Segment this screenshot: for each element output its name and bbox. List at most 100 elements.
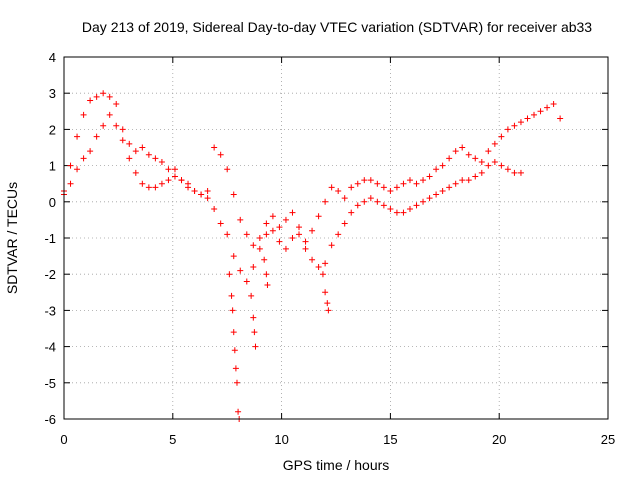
data-point [282,245,289,252]
x-tick-label: 10 [274,432,288,447]
data-point [335,187,342,194]
data-point [252,343,259,350]
y-tick-label: 3 [49,86,56,101]
data-point [80,155,87,162]
data-point [198,191,205,198]
data-point [393,184,400,191]
data-point [80,111,87,118]
data-point [256,245,263,252]
data-point [165,177,172,184]
data-point [433,191,440,198]
data-point [276,224,283,231]
data-point [126,140,133,147]
data-point [433,166,440,173]
data-point [119,137,126,144]
data-point [100,90,107,97]
data-point [374,180,381,187]
data-point [420,177,427,184]
data-point [87,148,94,155]
data-point [171,173,178,180]
data-point [446,184,453,191]
data-point [145,151,152,158]
data-point [302,238,309,245]
data-point [367,177,374,184]
data-point [439,187,446,194]
data-point [459,144,466,151]
data-point [517,119,524,126]
data-point [550,101,557,108]
data-point [250,242,257,249]
data-point [263,231,270,238]
data-point [348,209,355,216]
data-point [374,198,381,205]
data-point [485,162,492,169]
data-point [354,202,361,209]
data-point [132,169,139,176]
data-point [226,271,233,278]
data-point [145,184,152,191]
data-point [406,177,413,184]
y-tick-label: -1 [44,231,56,246]
data-point [251,329,258,336]
data-point [232,365,239,372]
data-point [126,155,133,162]
data-point [231,347,238,354]
data-point [413,180,420,187]
data-point [426,195,433,202]
data-point [204,195,211,202]
data-point [113,101,120,108]
plot-frame [63,56,609,420]
data-point [228,292,235,299]
data-point [465,177,472,184]
data-point [491,140,498,147]
data-point [296,231,303,238]
data-point [426,173,433,180]
data-point [217,151,224,158]
data-point [289,209,296,216]
data-point [341,195,348,202]
data-point [452,180,459,187]
data-point [152,155,159,162]
data-point [478,169,485,176]
y-tick-label: -6 [44,412,56,427]
x-axis-label: GPS time / hours [283,457,390,473]
data-point [504,126,511,133]
data-point [380,202,387,209]
data-point [524,115,531,122]
x-tick-label: 5 [169,432,176,447]
data-point [237,216,244,223]
data-point [335,231,342,238]
data-point [139,180,146,187]
series-spikes [226,256,332,422]
chart-title: Day 213 of 2019, Sidereal Day-to-day VTE… [82,19,592,35]
data-point [289,235,296,241]
data-point [322,260,329,267]
data-point [380,184,387,191]
data-points [61,90,564,422]
data-point [233,379,240,386]
data-point [420,198,427,205]
data-point [269,227,276,234]
data-point [485,148,492,155]
data-point [361,198,368,205]
y-tick-label: -5 [44,376,56,391]
data-point [261,256,268,263]
data-point [348,184,355,191]
data-point [491,158,498,165]
data-point [74,166,81,173]
data-point [93,133,100,140]
data-point [211,206,218,213]
data-point [217,220,224,227]
data-point [322,289,329,296]
data-point [100,122,107,129]
data-point [171,166,178,173]
data-point [87,97,94,104]
y-tick-label: -4 [44,340,56,355]
data-point [158,158,165,165]
data-point [276,238,283,245]
data-point [406,206,413,213]
data-point [315,263,322,270]
y-tick-label: 2 [49,122,56,137]
data-point [341,220,348,227]
